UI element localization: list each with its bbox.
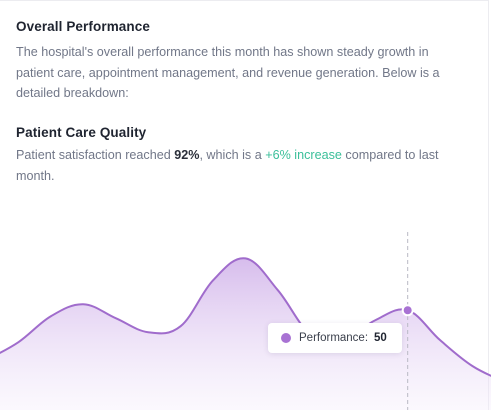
data-point[interactable] [178,323,184,329]
hover-data-point[interactable] [401,304,414,317]
data-point[interactable] [437,337,443,343]
data-point[interactable] [48,313,54,319]
data-point[interactable] [470,363,476,369]
chart-tooltip: Performance: 50 [268,323,402,353]
overall-performance-description: The hospital's overall performance this … [16,45,440,100]
performance-chart[interactable] [0,200,491,410]
satisfaction-value: 92% [174,148,200,162]
tooltip-label: Performance: [299,332,369,344]
data-point[interactable] [113,315,119,321]
data-point[interactable] [243,255,249,261]
patient-care-title: Patient Care Quality [16,125,147,140]
data-point[interactable] [145,329,151,335]
overall-performance-title: Overall Performance [16,19,150,34]
performance-line [0,257,491,377]
change-badge: +6% increase [265,148,342,162]
data-point[interactable] [80,301,86,307]
performance-area [0,258,491,410]
patient-care-text-middle: , which is a [199,148,266,162]
tooltip-value: 50 [374,332,387,344]
patient-care-text-after: compared to last month. [16,148,439,183]
data-point[interactable] [15,339,21,345]
patient-care-text-before: Patient satisfaction reached [16,148,175,162]
data-point[interactable] [275,287,281,293]
data-point[interactable] [210,277,216,283]
patient-care-description: Patient satisfaction reached 92%, which … [16,145,471,186]
series-color-dot [281,333,291,343]
